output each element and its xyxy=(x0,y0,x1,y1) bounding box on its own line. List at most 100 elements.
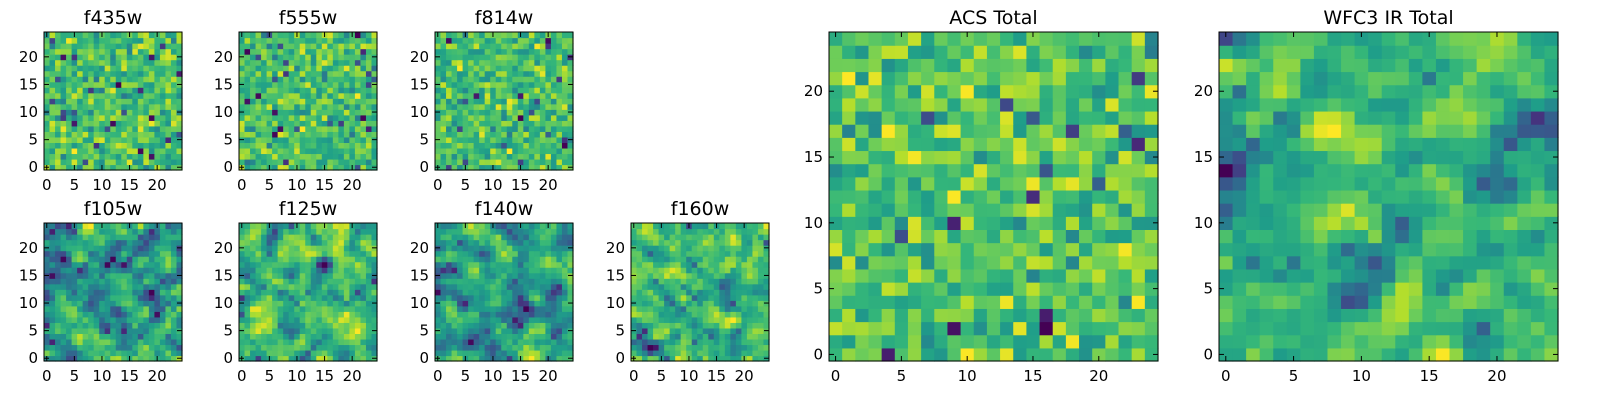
heatmap-cell xyxy=(299,147,306,155)
heatmap-cell xyxy=(115,136,122,143)
heatmap-cell xyxy=(1052,163,1067,178)
heatmap-cell xyxy=(724,333,731,340)
heatmap-cell xyxy=(121,142,128,149)
heatmap-cell xyxy=(277,289,284,296)
heatmap-cell xyxy=(55,267,62,274)
heatmap-cell xyxy=(752,283,759,290)
heatmap-cell xyxy=(159,32,167,39)
heatmap-cell xyxy=(947,268,962,283)
heatmap-cell xyxy=(680,223,687,230)
heatmap-cell xyxy=(435,92,442,99)
heatmap-cell xyxy=(104,267,111,274)
heatmap-cell xyxy=(126,239,133,246)
heatmap-cell xyxy=(104,54,111,61)
heatmap-cell xyxy=(316,305,323,312)
heatmap-cell xyxy=(501,355,508,362)
heatmap-cell xyxy=(881,150,896,165)
heatmap-cell xyxy=(517,344,524,351)
heatmap-cell xyxy=(669,228,676,235)
x-tick-label: 5 xyxy=(461,176,471,194)
heatmap-cell xyxy=(88,267,95,274)
heatmap-cell xyxy=(110,43,117,50)
heatmap-cell xyxy=(435,48,442,55)
heatmap-cell xyxy=(170,289,178,296)
heatmap-cell xyxy=(545,250,552,257)
heatmap-cell xyxy=(148,114,155,121)
heatmap-cell xyxy=(44,114,51,121)
heatmap-cell xyxy=(539,158,546,166)
heatmap-cell xyxy=(244,153,251,160)
heatmap-cell xyxy=(110,327,117,334)
heatmap-cell xyxy=(468,311,475,318)
heatmap-cell xyxy=(534,239,541,246)
heatmap-cell xyxy=(741,239,748,246)
heatmap-cell xyxy=(277,158,284,166)
heatmap-cell xyxy=(354,228,362,235)
heatmap-cell xyxy=(93,153,100,160)
heatmap-cell xyxy=(468,316,475,323)
heatmap-cell xyxy=(512,300,519,307)
heatmap-cell xyxy=(343,136,350,143)
heatmap-cell xyxy=(60,142,67,149)
heatmap-cell xyxy=(283,125,290,132)
heatmap-cell xyxy=(327,278,334,285)
heatmap-cell xyxy=(266,59,273,66)
heatmap-cell xyxy=(299,300,306,307)
heatmap-cell xyxy=(730,294,737,301)
heatmap-cell xyxy=(44,322,51,329)
heatmap-cell xyxy=(55,250,62,257)
heatmap-cell xyxy=(539,92,546,99)
heatmap-cell xyxy=(921,176,935,191)
heatmap-cell xyxy=(110,278,117,285)
heatmap-cell xyxy=(176,311,183,318)
heatmap-cell xyxy=(697,250,704,257)
heatmap-cell xyxy=(1013,347,1027,362)
heatmap-cell xyxy=(126,125,133,132)
heatmap-cell xyxy=(277,294,284,301)
heatmap-cell xyxy=(99,142,106,149)
heatmap-cell xyxy=(534,349,541,357)
heatmap-cell xyxy=(556,114,563,121)
heatmap-cell xyxy=(165,147,172,155)
heatmap-cell xyxy=(724,267,731,274)
heatmap-cell xyxy=(277,59,284,66)
heatmap-cell xyxy=(55,223,62,230)
heatmap-cell xyxy=(132,103,139,110)
heatmap-cell xyxy=(446,245,453,252)
heatmap-cell xyxy=(354,338,362,346)
heatmap-cell xyxy=(132,322,139,329)
heatmap-cell xyxy=(277,70,284,77)
heatmap-cell xyxy=(44,37,51,44)
heatmap-cell xyxy=(66,54,73,61)
heatmap-cell xyxy=(735,322,742,329)
heatmap-cell xyxy=(446,283,453,290)
heatmap-cell xyxy=(440,283,447,290)
heatmap-cell xyxy=(99,76,106,83)
heatmap-cell xyxy=(360,103,367,110)
heatmap-cells xyxy=(44,223,183,362)
heatmap-cell xyxy=(746,344,754,351)
heatmap-cell xyxy=(534,322,541,329)
heatmap-cell xyxy=(435,239,442,246)
heatmap-cell xyxy=(354,103,362,110)
heatmap-cell xyxy=(77,234,84,241)
heatmap-cell xyxy=(332,59,339,66)
heatmap-cell xyxy=(349,327,356,334)
heatmap-cell xyxy=(159,131,167,138)
heatmap-cell xyxy=(457,142,464,149)
heatmap-cell xyxy=(316,344,323,351)
heatmap-cell xyxy=(159,245,167,252)
heatmap-cell xyxy=(435,333,442,340)
heatmap-cell xyxy=(451,120,458,127)
heatmap-cell xyxy=(159,59,167,66)
heatmap-cell xyxy=(457,103,464,110)
heatmap-cell xyxy=(556,92,563,99)
heatmap-cell xyxy=(143,267,150,274)
heatmap-cell xyxy=(567,125,574,132)
heatmap-cell xyxy=(539,316,546,323)
heatmap-cell xyxy=(288,54,295,61)
heatmap-cell xyxy=(137,125,144,132)
heatmap-cell xyxy=(934,203,949,217)
heatmap-cell xyxy=(299,92,306,99)
heatmap-cell xyxy=(310,131,317,138)
